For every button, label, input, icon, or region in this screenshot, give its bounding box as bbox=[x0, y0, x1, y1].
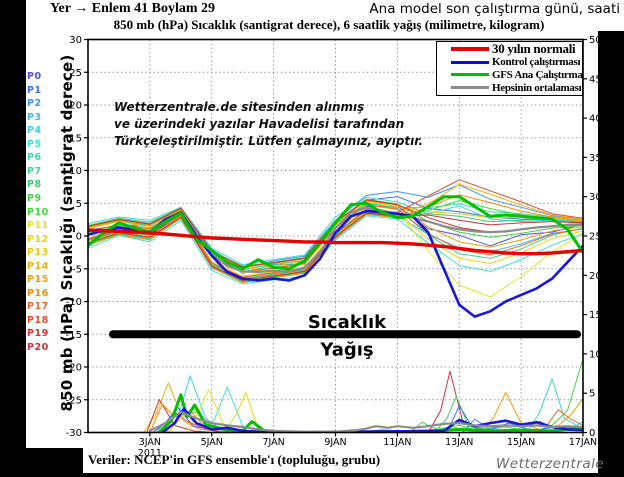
svg-text:13JAN: 13JAN bbox=[445, 437, 473, 448]
member-label-p8: P8 bbox=[27, 179, 42, 191]
svg-text:5JAN: 5JAN bbox=[201, 437, 223, 448]
svg-text:7JAN: 7JAN bbox=[262, 437, 284, 448]
member-label-p7: P7 bbox=[27, 165, 42, 177]
member-label-p3: P3 bbox=[27, 111, 42, 123]
header-model-runtime: Ana model son çalıştırma günü, saati bbox=[369, 1, 620, 17]
watermark-line-1: Wetterzentrale.de sitesinden alınmış bbox=[114, 100, 365, 114]
svg-text:45: 45 bbox=[589, 74, 602, 85]
wetterzentrale-brand: Wetterzentrale bbox=[496, 456, 605, 472]
legend-line-swatch bbox=[451, 47, 489, 52]
chart-title: 850 mb (hPa) Sıcaklık (santigrat derece)… bbox=[113, 17, 545, 32]
svg-text:5: 5 bbox=[589, 389, 595, 400]
legend-item: GFS Ana Çalıştırma bbox=[437, 69, 582, 81]
svg-text:3JAN: 3JAN bbox=[139, 437, 161, 448]
watermark-line-2: ve üzerindeki yazılar Havadelisi tarafın… bbox=[114, 117, 405, 131]
temperature-section-label: Sıcaklık bbox=[308, 312, 387, 333]
member-label-p14: P14 bbox=[27, 260, 49, 272]
member-label-p4: P4 bbox=[27, 125, 42, 137]
watermark-text: Wetterzentrale.de sitesinden alınmış ve … bbox=[114, 99, 423, 150]
svg-text:15: 15 bbox=[69, 133, 82, 144]
svg-text:-5: -5 bbox=[72, 264, 82, 275]
member-label-p19: P19 bbox=[27, 328, 49, 340]
data-credit: Veriler: NCEP'in GFS ensemble'ı (toplulu… bbox=[88, 452, 381, 467]
member-label-p12: P12 bbox=[27, 233, 49, 245]
svg-text:15JAN: 15JAN bbox=[507, 437, 535, 448]
svg-text:17JAN: 17JAN bbox=[569, 437, 597, 448]
svg-text:9JAN: 9JAN bbox=[324, 437, 346, 448]
legend-label: Kontrol çalıştırması bbox=[492, 56, 581, 69]
svg-text:0: 0 bbox=[589, 428, 595, 439]
svg-text:25: 25 bbox=[69, 68, 82, 79]
axes-and-labels: -30 -25 -20 -15 -10 -5 0 5 10 15 20 25 30 0 5 10 15 20 25 3… bbox=[66, 35, 602, 459]
svg-text:-25: -25 bbox=[66, 395, 82, 406]
legend-line-swatch bbox=[451, 86, 489, 90]
svg-text:11JAN: 11JAN bbox=[383, 437, 411, 448]
member-label-p16: P16 bbox=[27, 287, 49, 299]
legend-item: Hepsinin ortalaması bbox=[437, 82, 582, 94]
svg-text:20: 20 bbox=[69, 101, 82, 112]
svg-text:15: 15 bbox=[589, 310, 602, 321]
member-label-p5: P5 bbox=[27, 138, 42, 150]
precipitation-section-label: Yağış bbox=[319, 339, 373, 360]
member-label-p11: P11 bbox=[27, 220, 49, 232]
member-label-p17: P17 bbox=[27, 301, 49, 313]
legend-line-swatch bbox=[451, 60, 489, 64]
svg-text:2011: 2011 bbox=[138, 448, 162, 459]
member-label-p0: P0 bbox=[27, 71, 42, 82]
svg-text:50: 50 bbox=[589, 35, 602, 46]
svg-text:30: 30 bbox=[69, 35, 82, 46]
member-label-p20: P20 bbox=[27, 342, 49, 353]
svg-text:-15: -15 bbox=[66, 330, 82, 341]
legend-line-swatch bbox=[451, 73, 489, 77]
member-label-p2: P2 bbox=[27, 98, 42, 110]
black-corner-block bbox=[26, 448, 83, 477]
member-label-p15: P15 bbox=[27, 274, 49, 286]
legend-label: GFS Ana Çalıştırma bbox=[492, 68, 582, 81]
svg-text:25: 25 bbox=[589, 232, 602, 243]
legend-label: Hepsinin ortalaması bbox=[492, 81, 582, 94]
svg-text:10: 10 bbox=[69, 166, 82, 177]
header-location: Yer → Enlem 41 Boylam 29 bbox=[50, 1, 216, 16]
svg-text:30: 30 bbox=[589, 192, 602, 203]
member-label-p6: P6 bbox=[27, 152, 42, 164]
svg-text:-30: -30 bbox=[66, 428, 82, 439]
svg-text:35: 35 bbox=[589, 153, 602, 164]
svg-text:0: 0 bbox=[76, 232, 82, 243]
svg-text:-20: -20 bbox=[66, 363, 82, 374]
member-label-p10: P10 bbox=[27, 206, 49, 218]
chart-panel-top bbox=[26, 0, 624, 31]
svg-text:40: 40 bbox=[589, 114, 602, 125]
watermark-line-3: Türkçeleştirilmiştir. Lütfen çalmayınız,… bbox=[114, 134, 424, 148]
data-lines bbox=[88, 179, 583, 433]
svg-text:5: 5 bbox=[76, 199, 82, 210]
member-label-p13: P13 bbox=[27, 247, 49, 259]
svg-text:10: 10 bbox=[589, 349, 602, 360]
member-label-p1: P1 bbox=[27, 84, 42, 96]
legend-label: 30 yılın normali bbox=[492, 41, 576, 57]
legend-item: 30 yılın normali bbox=[437, 41, 582, 57]
svg-text:20: 20 bbox=[589, 271, 602, 282]
svg-text:-10: -10 bbox=[66, 297, 82, 308]
chart-legend: 30 yılın normali Kontrol çalıştırması GFS … bbox=[436, 41, 583, 96]
legend-item: Kontrol çalıştırması bbox=[437, 56, 582, 68]
y-axis-title: 850 mb (hPa) Sıcaklığı (santigrat derece… bbox=[58, 54, 76, 412]
member-label-p9: P9 bbox=[27, 192, 42, 204]
member-label-p18: P18 bbox=[27, 314, 49, 326]
